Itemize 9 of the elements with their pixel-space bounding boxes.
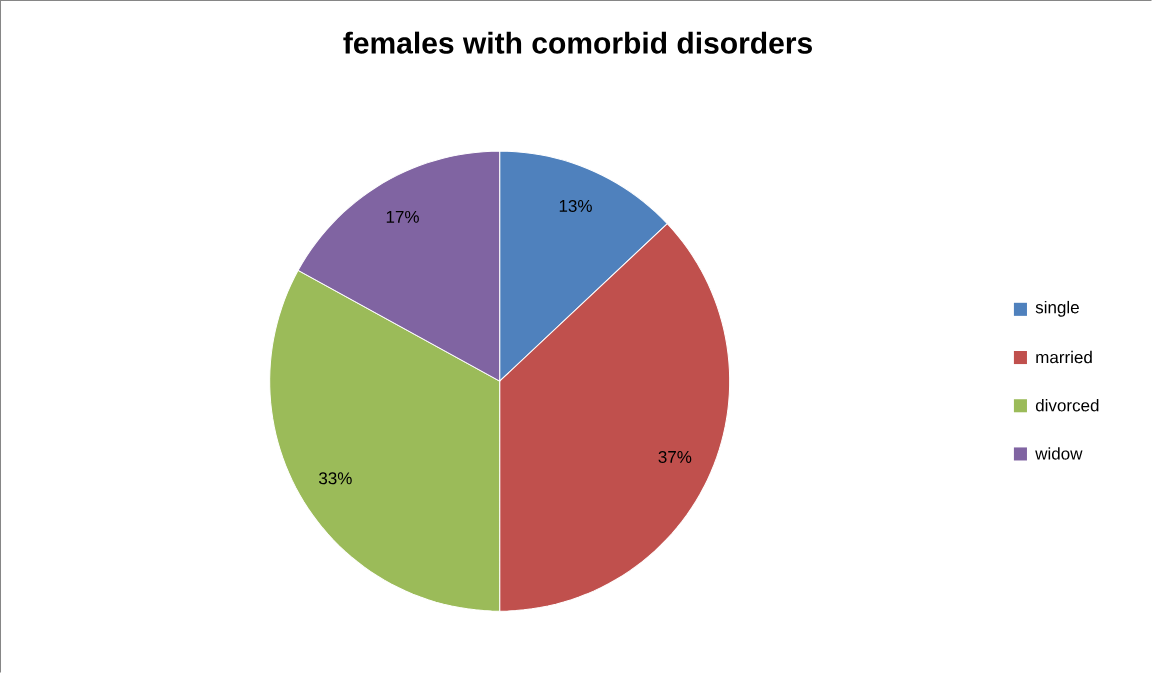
data-label: 17% xyxy=(386,210,419,223)
legend-label: widow xyxy=(1035,447,1083,460)
data-label: 33% xyxy=(318,472,352,485)
legend-label: married xyxy=(1036,350,1092,364)
chart-title: females with comorbid disorders xyxy=(343,31,812,54)
legend-label: single xyxy=(1035,300,1079,317)
data-label: 13% xyxy=(559,199,592,213)
legend-label: divorced xyxy=(1035,399,1099,412)
data-label: 37% xyxy=(658,450,692,464)
